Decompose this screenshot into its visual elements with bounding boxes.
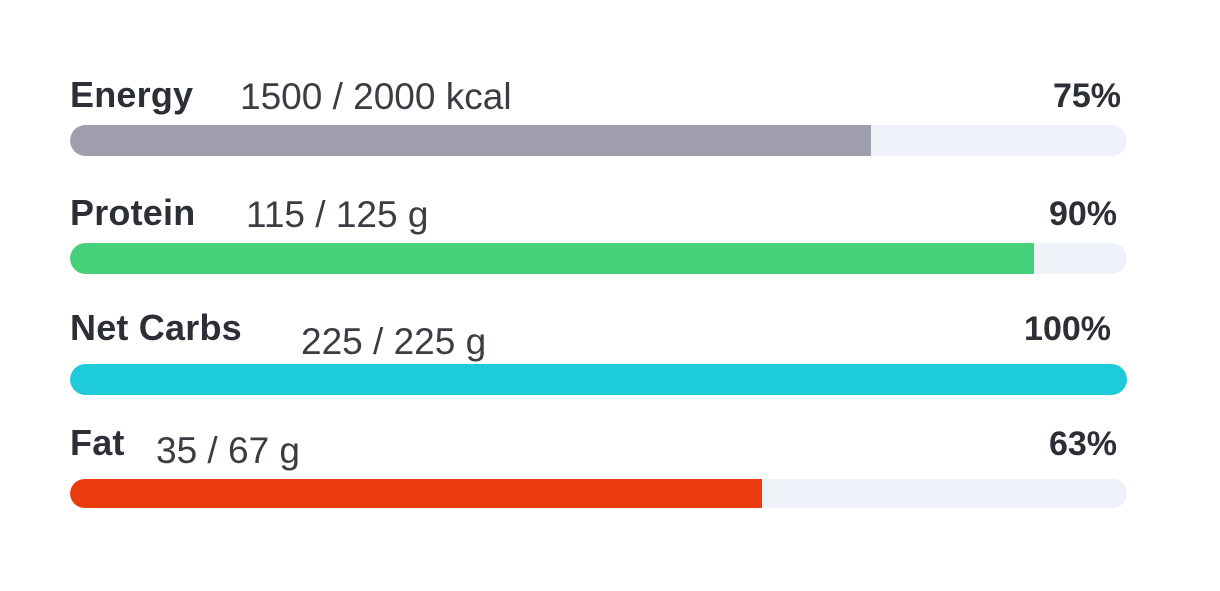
macro-row-fat: Fat 35 / 67 g 63% [70, 420, 1127, 508]
macro-name: Energy [70, 74, 194, 115]
macro-name: Net Carbs [70, 307, 242, 348]
macro-amount: 225 / 225 g [301, 321, 487, 362]
macro-name: Protein [70, 192, 196, 233]
progress-fill [70, 125, 872, 156]
macro-name: Fat [70, 422, 125, 463]
progress-track [70, 243, 1127, 274]
progress-track [70, 364, 1127, 395]
macro-amount: 35 / 67 g [156, 430, 301, 471]
macro-amount: 1500 / 2000 kcal [240, 76, 512, 117]
macro-row-net-carbs: Net Carbs 225 / 225 g 100% [70, 305, 1127, 395]
macro-percent: 63% [1048, 425, 1117, 463]
macro-row-energy: Energy 1500 / 2000 kcal 75% [70, 72, 1127, 156]
progress-track [70, 479, 1127, 508]
macro-percent: 75% [1052, 77, 1121, 115]
progress-track [70, 125, 1127, 156]
macro-progress-panel: Energy 1500 / 2000 kcal 75% Protein 115 … [70, 0, 1127, 591]
macro-percent: 90% [1048, 195, 1117, 233]
macro-amount: 115 / 125 g [246, 194, 429, 235]
macro-row-protein: Protein 115 / 125 g 90% [70, 190, 1127, 274]
macro-percent: 100% [1024, 310, 1111, 348]
progress-fill [70, 479, 763, 508]
progress-fill [70, 364, 1127, 395]
progress-fill [70, 243, 1034, 274]
